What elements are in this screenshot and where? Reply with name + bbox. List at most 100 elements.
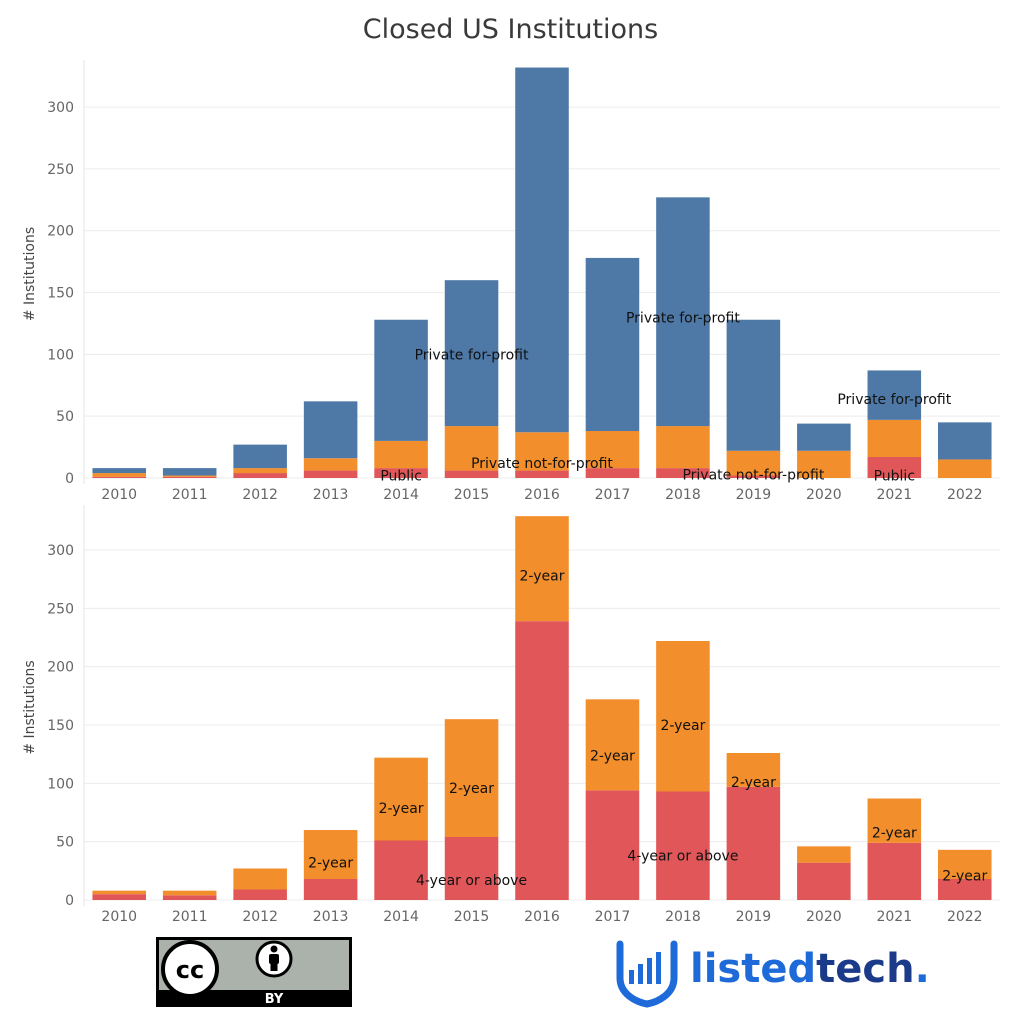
x-tick-label: 2011 — [172, 909, 208, 925]
bar-segment — [303, 401, 358, 459]
bar-segment — [937, 879, 992, 900]
x-tick-label: 2018 — [665, 909, 701, 925]
bar-segment — [303, 458, 358, 471]
x-tick-label: 2019 — [736, 487, 772, 503]
bar-segment — [797, 450, 851, 478]
bar-segment — [585, 699, 640, 791]
bar-segment — [233, 444, 287, 469]
logo-text-tech: tech — [816, 946, 915, 992]
logo-shield-icon — [616, 940, 678, 1008]
x-tick-label: 2011 — [172, 487, 208, 503]
bar-segment — [233, 868, 287, 890]
y-tick-label: 0 — [65, 893, 74, 909]
bar-segment — [444, 280, 499, 427]
bar-segment — [726, 786, 781, 900]
bar-segment — [162, 476, 217, 478]
bar-segment — [797, 846, 851, 863]
bar-segment — [937, 849, 992, 879]
bar-segment — [374, 319, 428, 441]
bar-segment — [444, 837, 499, 900]
x-tick-label: 2020 — [806, 487, 842, 503]
y-tick-label: 300 — [47, 543, 74, 559]
bar-segment-label: Private not-for-profit — [682, 467, 824, 483]
y-tick-label: 0 — [65, 471, 74, 487]
bar-segment — [867, 370, 922, 420]
x-tick-label: 2015 — [454, 487, 490, 503]
bar-segment — [515, 516, 569, 622]
bar-segment-label: 2-year — [660, 718, 705, 734]
y-tick-label: 50 — [56, 835, 74, 851]
x-tick-label: 2022 — [947, 487, 983, 503]
bar-segment — [92, 473, 147, 477]
bar-segment — [303, 879, 358, 900]
bar-segment-label: Public — [874, 469, 915, 485]
x-tick-label: 2021 — [876, 909, 912, 925]
x-tick-label: 2015 — [454, 909, 490, 925]
y-tick-label: 300 — [47, 100, 74, 116]
bar-segment — [585, 257, 640, 432]
bar-segment — [303, 470, 358, 478]
bar-segment — [233, 468, 287, 474]
bar-segment — [444, 426, 499, 471]
bar-segment — [162, 890, 217, 896]
bar-segment — [92, 468, 147, 474]
y-tick-label: 150 — [47, 286, 74, 302]
bar-segment — [726, 475, 781, 478]
bar-segment-label: Private for-profit — [415, 347, 529, 363]
y-tick-label: 200 — [47, 660, 74, 676]
bar-segment — [374, 840, 428, 900]
y-axis-label: # Institutions — [22, 660, 38, 754]
bar-segment — [233, 473, 287, 478]
y-tick-label: 150 — [47, 718, 74, 734]
x-tick-label: 2012 — [242, 487, 278, 503]
bar-segment — [867, 798, 922, 843]
bar-segment — [162, 895, 217, 900]
bar-segment — [303, 830, 358, 879]
bar-segment-label: Private not-for-profit — [471, 456, 613, 472]
bar-segment-label: 4-year or above — [416, 873, 527, 889]
cc-by-license-badge: cc BY — [156, 937, 352, 1007]
x-tick-label: 2013 — [313, 909, 349, 925]
bar-segment — [92, 894, 147, 900]
x-tick-label: 2014 — [383, 909, 419, 925]
bar-segment — [444, 719, 499, 837]
y-tick-label: 250 — [47, 601, 74, 617]
bar-segment — [515, 470, 569, 478]
bar-segment — [515, 432, 569, 471]
x-tick-label: 2018 — [665, 487, 701, 503]
x-tick-label: 2016 — [524, 487, 560, 503]
bar-segment-label: 2-year — [379, 801, 424, 817]
y-tick-label: 200 — [47, 224, 74, 240]
logo-text-listed: listed — [690, 946, 817, 992]
bar-segment — [656, 197, 710, 427]
bar-segment — [92, 476, 147, 478]
x-tick-label: 2019 — [736, 909, 772, 925]
bar-segment — [867, 456, 922, 478]
bar-segment — [585, 790, 640, 900]
bar-segment — [374, 757, 428, 841]
bar-segment — [726, 450, 781, 476]
bar-segment — [656, 468, 710, 478]
y-tick-label: 100 — [47, 776, 74, 792]
y-tick-label: 250 — [47, 162, 74, 178]
x-tick-label: 2022 — [947, 909, 983, 925]
x-tick-label: 2013 — [313, 487, 349, 503]
bar-segment-label: 2-year — [308, 856, 353, 872]
listedtech-logo: listedtech. — [612, 938, 932, 1008]
x-tick-label: 2012 — [242, 909, 278, 925]
bar-segment-label: 2-year — [590, 748, 635, 764]
x-tick-label: 2010 — [101, 909, 137, 925]
bar-segment — [585, 468, 640, 478]
x-tick-label: 2021 — [876, 487, 912, 503]
bar-segment — [937, 422, 992, 460]
y-tick-label: 50 — [56, 409, 74, 425]
bar-segment — [797, 423, 851, 451]
bar-segment — [92, 890, 147, 895]
bar-segment — [867, 419, 922, 457]
bar-segment-label: Private for-profit — [837, 392, 951, 408]
bar-segment — [374, 440, 428, 469]
x-tick-label: 2016 — [524, 909, 560, 925]
bar-segment — [444, 470, 499, 478]
logo-dot: . — [914, 946, 930, 992]
y-axis-label: # Institutions — [22, 227, 38, 321]
